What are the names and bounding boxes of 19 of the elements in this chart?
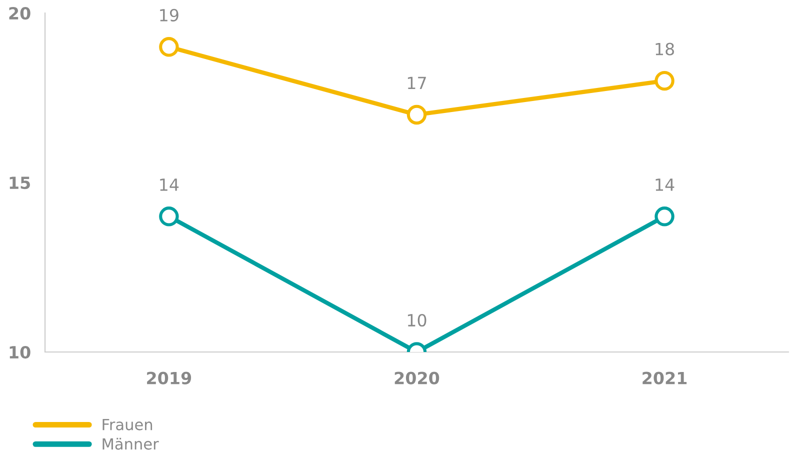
x-tick-label: 2021 xyxy=(642,372,687,384)
point xyxy=(654,206,674,226)
point xyxy=(159,37,179,57)
point xyxy=(654,70,674,91)
data-label: 19 xyxy=(160,8,178,22)
data-label: 17 xyxy=(408,76,426,90)
data-label: 14 xyxy=(160,178,179,191)
x-tick-label: 2020 xyxy=(394,372,440,384)
data-label: 10 xyxy=(408,314,426,327)
point xyxy=(406,104,427,125)
x-tick-label: 2019 xyxy=(147,372,192,384)
data-label: 18 xyxy=(656,42,674,56)
y-tick-label: 10 xyxy=(10,346,30,359)
data-label: 14 xyxy=(656,178,674,191)
point xyxy=(159,206,179,226)
legend-label: Frauen xyxy=(102,418,152,430)
y-tick-label: 20 xyxy=(9,6,30,20)
legend-label: Männer xyxy=(102,438,159,450)
y-tick-label: 15 xyxy=(10,176,30,190)
